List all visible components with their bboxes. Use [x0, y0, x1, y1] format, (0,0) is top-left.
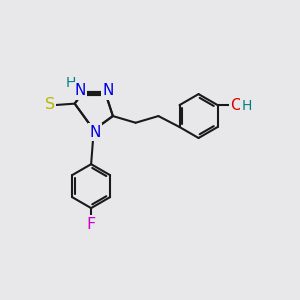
Text: H: H	[66, 76, 76, 90]
Text: F: F	[86, 217, 96, 232]
Text: S: S	[45, 97, 55, 112]
Text: H: H	[241, 99, 252, 113]
Text: N: N	[89, 124, 101, 140]
Text: N: N	[74, 83, 85, 98]
Text: O: O	[231, 98, 243, 112]
Text: N: N	[102, 83, 113, 98]
